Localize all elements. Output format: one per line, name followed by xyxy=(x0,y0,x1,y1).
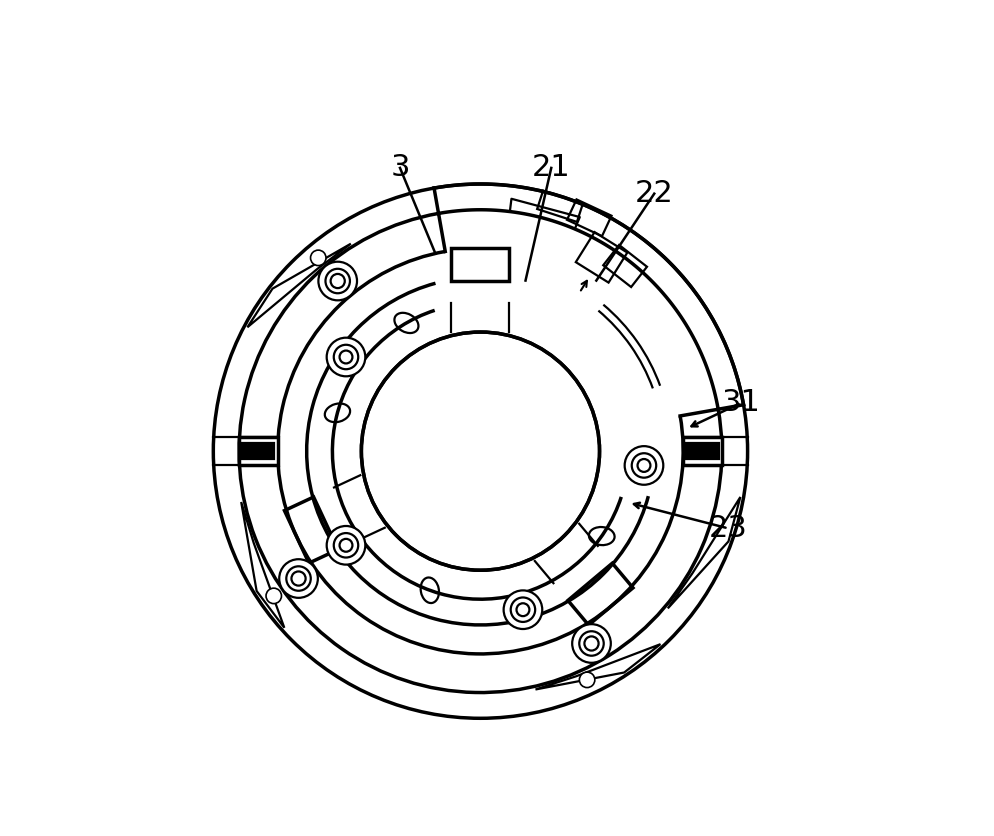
Text: 21: 21 xyxy=(532,154,571,182)
Circle shape xyxy=(291,572,305,585)
Circle shape xyxy=(517,604,530,616)
Circle shape xyxy=(325,269,350,293)
Circle shape xyxy=(327,338,366,376)
Circle shape xyxy=(334,533,358,558)
Circle shape xyxy=(327,526,366,564)
Circle shape xyxy=(632,453,656,477)
Circle shape xyxy=(580,672,594,687)
Polygon shape xyxy=(683,437,722,466)
Circle shape xyxy=(637,459,650,472)
Circle shape xyxy=(334,344,358,370)
Circle shape xyxy=(331,274,345,288)
Circle shape xyxy=(624,446,663,485)
Circle shape xyxy=(279,559,318,598)
Circle shape xyxy=(573,624,610,663)
Polygon shape xyxy=(243,443,274,459)
Text: 3: 3 xyxy=(391,154,410,182)
Circle shape xyxy=(511,598,535,622)
Text: 31: 31 xyxy=(722,389,760,417)
Circle shape xyxy=(266,589,281,604)
Circle shape xyxy=(340,539,353,552)
Circle shape xyxy=(340,350,353,364)
Circle shape xyxy=(201,171,760,732)
Circle shape xyxy=(286,566,311,591)
Circle shape xyxy=(584,636,598,650)
Circle shape xyxy=(310,250,326,266)
Text: 22: 22 xyxy=(635,179,674,208)
Circle shape xyxy=(580,631,603,655)
Polygon shape xyxy=(240,437,277,466)
Circle shape xyxy=(318,262,357,300)
Circle shape xyxy=(362,332,599,570)
Polygon shape xyxy=(687,443,719,459)
Text: 23: 23 xyxy=(709,514,747,543)
Circle shape xyxy=(504,590,543,629)
